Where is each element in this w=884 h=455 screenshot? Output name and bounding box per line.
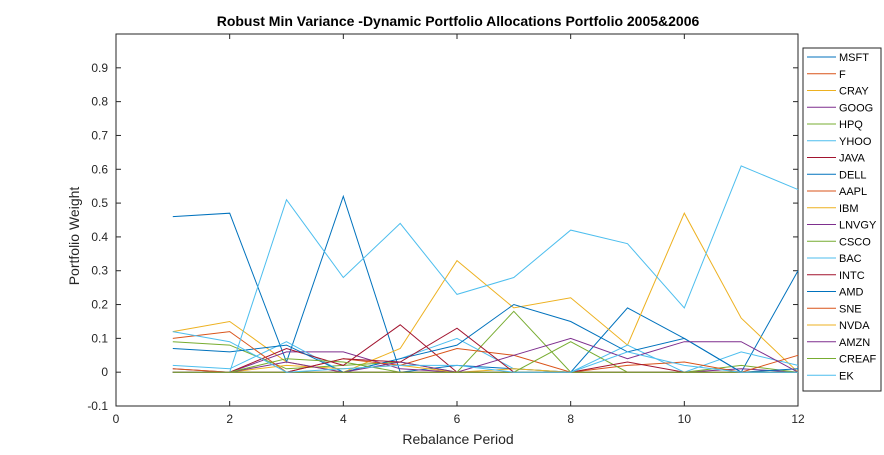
- x-tick-label: 0: [113, 412, 120, 426]
- x-tick-label: 8: [567, 412, 574, 426]
- y-tick-label: 0.1: [91, 331, 108, 345]
- axes: 0 2 4 6 8 10 12 -0.1 0 0.1 0.2 0.3 0.4 0.5 0.6 0.7 0.8 0.…: [87, 33, 805, 426]
- legend-box: [802, 47, 882, 392]
- series-line-aapl: [172, 331, 799, 373]
- series-line-lnvgy: [172, 337, 799, 373]
- y-tick-label: 0.4: [91, 230, 108, 244]
- y-tick-label: 0.6: [91, 162, 108, 176]
- series-line-ek: [172, 331, 798, 373]
- plot-area: [115, 33, 799, 407]
- legend-label: INTC: [839, 270, 865, 282]
- y-tick-label: 0.5: [91, 196, 108, 210]
- y-axis-title: Portfolio Weight: [66, 187, 82, 286]
- y-tick-label: 0.7: [91, 128, 108, 142]
- x-tick-label: 12: [791, 412, 805, 426]
- x-tick-label: 2: [226, 412, 233, 426]
- legend-label: EK: [839, 370, 854, 382]
- x-tick-label: 10: [678, 412, 692, 426]
- legend-label: GOOG: [839, 102, 873, 114]
- legend-label: NVDA: [839, 320, 870, 332]
- legend-label: AMZN: [839, 337, 870, 349]
- legend-label: IBM: [839, 203, 859, 215]
- legend-label: MSFT: [839, 52, 869, 64]
- legend-label: CRAY: [839, 86, 869, 98]
- series-lines: [172, 165, 799, 373]
- y-tick-label: -0.1: [87, 399, 108, 413]
- legend-label: HPQ: [839, 119, 863, 131]
- legend-label: SNE: [839, 303, 862, 315]
- legend-label: CSCO: [839, 236, 871, 248]
- y-tick-label: 0.8: [91, 95, 108, 109]
- legend-label: AAPL: [839, 186, 867, 198]
- x-tick-label: 6: [454, 412, 461, 426]
- legend-label: YHOO: [839, 136, 872, 148]
- y-tick-label: 0.9: [91, 61, 108, 75]
- legend: MSFT F CRAY GOOG HPQ YHOO JAVA DELL AAPL IBM LNVGY…: [802, 47, 882, 392]
- y-tick-label: 0: [101, 365, 108, 379]
- x-axis-title: Rebalance Period: [402, 431, 513, 447]
- legend-label: CREAF: [839, 354, 877, 366]
- y-tick-label: 0.3: [91, 264, 108, 278]
- y-tick-label: 0.2: [91, 298, 108, 312]
- legend-label: LNVGY: [839, 220, 877, 232]
- chart-title: Robust Min Variance -Dynamic Portfolio A…: [217, 13, 700, 29]
- legend-label: BAC: [839, 253, 862, 265]
- legend-label: JAVA: [839, 153, 866, 165]
- legend-label: F: [839, 69, 846, 81]
- x-tick-label: 4: [340, 412, 347, 426]
- legend-label: AMD: [839, 287, 864, 299]
- series-line-bac: [172, 165, 799, 373]
- series-line-dell: [172, 303, 799, 373]
- legend-label: DELL: [839, 169, 867, 181]
